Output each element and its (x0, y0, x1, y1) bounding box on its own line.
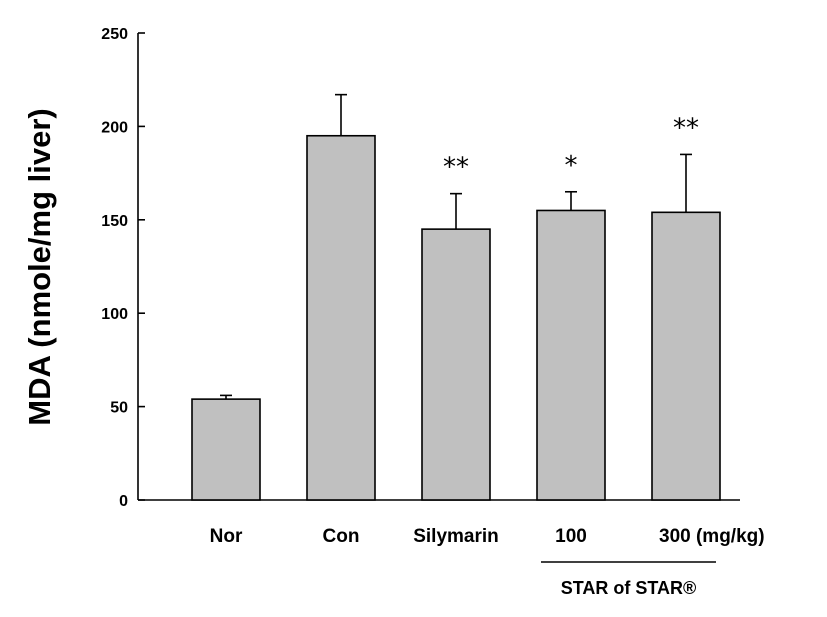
bars (191, 93, 721, 501)
significance-marker: ** (443, 153, 469, 183)
bar (536, 209, 606, 501)
bar (651, 211, 721, 501)
bar (421, 228, 491, 501)
bar (191, 398, 261, 501)
y-tick-label: 0 (119, 493, 128, 510)
bar (306, 134, 376, 501)
significance-marker: ** (673, 113, 699, 143)
labels: 0 50 100 150 200 250 MDA (nmole/mg liver) Nor Co… (22, 26, 765, 598)
x-category-label: 100 (555, 526, 587, 547)
significance-marker: * (565, 151, 578, 181)
y-tick-label: 200 (101, 119, 128, 136)
y-tick-label: 150 (101, 213, 128, 230)
x-category-label: Silymarin (413, 526, 499, 547)
group-label: STAR of STAR® (561, 578, 697, 598)
y-tick-label: 100 (101, 306, 128, 323)
y-axis-label: MDA (nmole/mg liver) (22, 108, 57, 426)
y-tick-label: 250 (101, 26, 128, 43)
x-category-label: Con (323, 526, 360, 547)
x-category-label: 300 (mg/kg) (659, 526, 765, 547)
y-tick-label: 50 (110, 400, 128, 417)
x-category-label: Nor (210, 526, 243, 547)
